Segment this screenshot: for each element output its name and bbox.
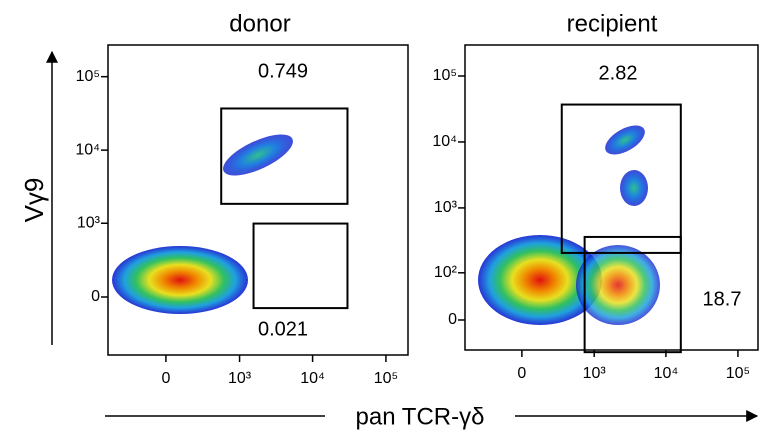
gate-percentage: 18.7	[703, 288, 742, 310]
y-tick-label: 10³	[434, 199, 458, 216]
x-tick-label: 10³	[228, 370, 252, 387]
y-tick-label: 0	[448, 311, 457, 328]
panel-title: recipient	[567, 10, 658, 37]
plot-frame	[107, 44, 409, 356]
x-axis-title: pan TCR-γδ	[356, 403, 485, 430]
x-tick-label: 0	[161, 370, 170, 387]
x-tick-label: 10⁴	[300, 370, 325, 387]
y-tick-label: 10⁴	[432, 133, 457, 150]
gate	[252, 222, 349, 310]
gate	[560, 103, 682, 254]
gate-percentage: 0.749	[258, 60, 308, 82]
x-tick-label: 10⁵	[374, 370, 398, 387]
x-tick-label: 10⁵	[726, 365, 750, 382]
panel-title: donor	[229, 10, 290, 37]
x-tick-label: 0	[517, 365, 526, 382]
y-tick-label: 10⁵	[433, 67, 457, 84]
gate-percentage: 0.021	[258, 318, 308, 340]
y-tick-label: 10³	[77, 214, 101, 231]
x-tick-label: 10⁴	[654, 365, 679, 382]
y-axis-title: Vγ9	[19, 178, 49, 223]
y-tick-label: 10⁵	[76, 68, 100, 85]
y-tick-label: 10⁴	[75, 141, 100, 158]
plot-frame	[464, 44, 759, 351]
y-tick-label: 0	[91, 288, 100, 305]
gate	[220, 107, 349, 205]
x-tick-label: 10³	[583, 365, 607, 382]
gate	[583, 235, 682, 354]
y-tick-label: 10²	[434, 264, 458, 281]
density-cloud	[112, 125, 660, 325]
gate-percentage: 2.82	[599, 62, 638, 84]
